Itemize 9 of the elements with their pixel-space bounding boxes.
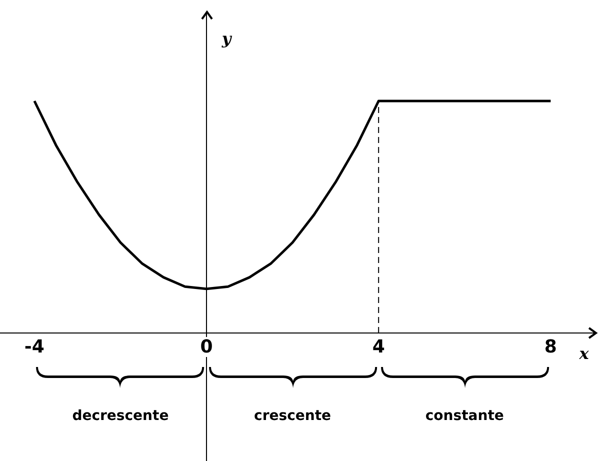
text: decrescente (72, 408, 169, 424)
x-axis-title: x (578, 344, 590, 364)
x-tick-label: -4 (24, 336, 44, 358)
y-axis-title: y (220, 29, 233, 48)
text: constante (425, 408, 504, 424)
x-tick-label: 8 (544, 336, 557, 358)
x-tick-label: 4 (372, 336, 385, 358)
x-tick-label: 0 (200, 336, 213, 358)
text: crescente (254, 408, 332, 424)
